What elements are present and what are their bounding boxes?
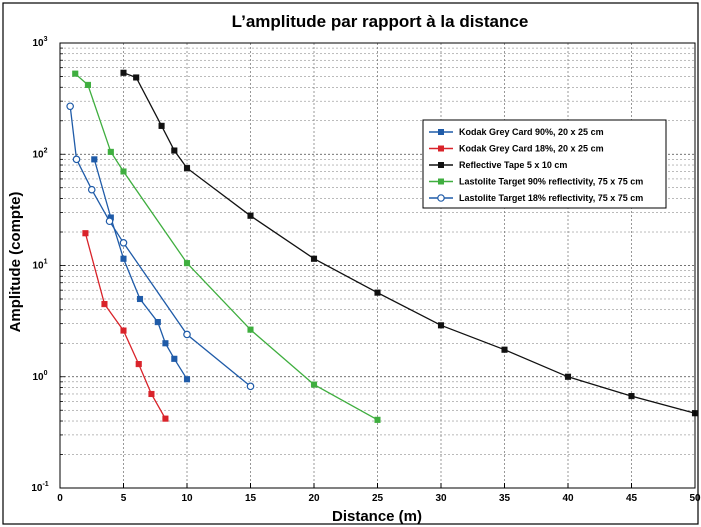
x-tick-label: 35 bbox=[499, 493, 511, 504]
data-point bbox=[133, 74, 140, 81]
legend-marker bbox=[437, 194, 445, 202]
data-point bbox=[171, 355, 178, 362]
data-point bbox=[101, 301, 108, 308]
y-axis-label: Amplitude (compte) bbox=[7, 192, 24, 333]
x-tick-label: 20 bbox=[308, 493, 320, 504]
y-tick-label: 102 bbox=[32, 147, 47, 160]
axis-layer: 0 5 10 15 20 25 30 35 40 45 50 10-1 100 101 102 103 bbox=[31, 36, 701, 504]
legend-entry-label: Lastolite Target 90% reflectivity, 75 x … bbox=[459, 177, 643, 187]
grid-layer bbox=[60, 43, 695, 488]
data-point bbox=[246, 382, 255, 391]
y-tick-label: 103 bbox=[32, 36, 47, 49]
x-tick-label: 15 bbox=[245, 493, 257, 504]
data-point bbox=[628, 393, 635, 400]
data-point bbox=[310, 381, 318, 388]
data-point bbox=[148, 390, 155, 398]
y-tick-label: 100 bbox=[32, 370, 47, 383]
data-point bbox=[501, 346, 508, 353]
data-point bbox=[84, 81, 91, 88]
data-point bbox=[183, 165, 191, 172]
data-point bbox=[183, 330, 191, 339]
legend-marker bbox=[438, 178, 444, 185]
data-point bbox=[120, 168, 127, 175]
data-point bbox=[72, 155, 81, 164]
x-tick-label: 40 bbox=[562, 493, 574, 504]
series-line-4 bbox=[74, 73, 378, 421]
data-point bbox=[158, 122, 165, 129]
data-point bbox=[87, 185, 96, 194]
x-tick-label: 10 bbox=[181, 493, 193, 504]
legend-marker bbox=[438, 129, 444, 135]
legend-entry-label: Lastolite Target 18% reflectivity, 75 x … bbox=[459, 193, 643, 203]
data-point bbox=[162, 415, 169, 422]
data-point bbox=[66, 102, 74, 111]
data-point bbox=[437, 322, 445, 329]
y-tick-label: 101 bbox=[32, 259, 47, 272]
data-point bbox=[374, 416, 381, 423]
data-point bbox=[564, 373, 572, 380]
data-point bbox=[120, 69, 127, 76]
x-tick-label: 0 bbox=[57, 493, 63, 504]
legend-box bbox=[422, 119, 667, 209]
data-point bbox=[374, 289, 381, 296]
data-point bbox=[105, 217, 114, 226]
data-point bbox=[171, 147, 178, 154]
x-tick-label: 45 bbox=[626, 493, 638, 504]
x-tick-label: 50 bbox=[689, 493, 701, 504]
x-axis-label: Distance (m) bbox=[332, 508, 422, 525]
data-point bbox=[154, 319, 161, 326]
data-point bbox=[82, 230, 89, 237]
chart-title: L’amplitude par rapport à la distance bbox=[232, 12, 529, 31]
y-tick-label: 10-1 bbox=[31, 481, 48, 494]
x-tick-label: 25 bbox=[372, 493, 384, 504]
data-point bbox=[119, 238, 128, 247]
data-point bbox=[136, 295, 144, 303]
legend-marker bbox=[438, 145, 444, 152]
series-line-2 bbox=[84, 233, 166, 420]
data-point bbox=[107, 148, 114, 155]
data-point bbox=[183, 260, 191, 267]
data-point bbox=[162, 340, 169, 347]
data-point bbox=[120, 255, 127, 262]
legend-entry-label: Kodak Grey Card 90%, 20 x 25 cm bbox=[459, 127, 604, 137]
data-point bbox=[72, 70, 79, 77]
data-point bbox=[247, 212, 254, 219]
data-point bbox=[183, 376, 191, 383]
data-point bbox=[310, 255, 318, 262]
x-tick-label: 5 bbox=[121, 493, 127, 504]
x-tick-label: 30 bbox=[435, 493, 447, 504]
legend: Kodak Grey Card 90%, 20 x 25 cm Kodak Gre… bbox=[422, 119, 667, 209]
legend-entry-label: Kodak Grey Card 18%, 20 x 25 cm bbox=[459, 144, 604, 154]
data-point bbox=[91, 156, 98, 163]
data-point bbox=[135, 361, 142, 368]
data-point bbox=[247, 326, 254, 333]
legend-marker bbox=[438, 162, 444, 168]
series-layer bbox=[66, 69, 699, 423]
legend-entry-label: Reflective Tape 5 x 10 cm bbox=[459, 160, 567, 170]
data-point bbox=[120, 327, 127, 334]
